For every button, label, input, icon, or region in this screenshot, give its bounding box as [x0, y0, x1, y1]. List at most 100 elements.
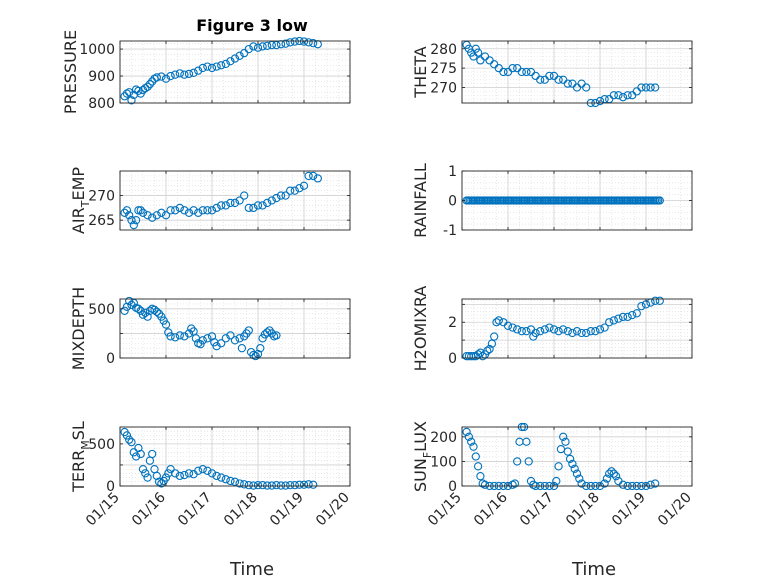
data-point: [299, 181, 309, 190]
data-point: [304, 480, 313, 489]
data-point: [609, 316, 618, 325]
data-point: [141, 84, 150, 93]
data-point: [651, 479, 660, 488]
y-tick-label: 280: [430, 42, 457, 58]
axes-box: [461, 298, 693, 359]
data-point: [127, 438, 136, 447]
data-point: [299, 480, 309, 489]
y-tick-label: 270: [88, 189, 115, 205]
y-axis-label-main: H2OMIXRA: [411, 286, 430, 372]
data-point: [175, 203, 184, 213]
data-point: [180, 470, 189, 480]
data-point: [221, 201, 230, 210]
data-point: [513, 457, 522, 466]
data-point: [235, 51, 244, 60]
data-point: [646, 480, 655, 489]
y-axis-label-tail: SL: [69, 421, 88, 440]
data-point: [290, 37, 299, 46]
data-point: [184, 69, 194, 79]
data-point: [536, 75, 545, 84]
y-axis-label: SUNFLUX: [411, 421, 434, 492]
axes-box: [461, 426, 693, 487]
x-tick-label: 01/15: [425, 490, 465, 530]
data-point: [313, 174, 322, 183]
data-point: [618, 93, 628, 102]
data-point: [194, 466, 203, 475]
y-tick-label: 275: [430, 61, 457, 77]
data-point: [513, 325, 522, 334]
data-point: [184, 469, 194, 478]
data-point: [600, 323, 609, 332]
data-point: [253, 43, 263, 52]
data-point: [198, 206, 207, 215]
x-tick-label: 01/17: [517, 490, 557, 530]
data-point: [522, 67, 531, 77]
data-point: [618, 312, 628, 322]
x-tick-label: 01/19: [609, 490, 649, 530]
x-axis-label-left: Time: [229, 559, 274, 580]
data-point: [161, 320, 171, 329]
data-point: [304, 171, 313, 181]
data-point: [545, 323, 554, 332]
data-point: [522, 327, 531, 336]
y-tick-label: 1000: [79, 42, 115, 58]
data-point: [166, 206, 175, 215]
data-point: [309, 39, 318, 48]
data-point: [609, 469, 618, 478]
data-point: [572, 469, 582, 478]
subplot-h2omixra: 0 2 H2OMIXRA: [411, 286, 693, 372]
data-point: [131, 216, 141, 225]
data-point: [290, 481, 299, 490]
data-point: [134, 206, 143, 215]
data-point: [263, 328, 272, 337]
data-point: [487, 339, 497, 348]
data-point: [221, 475, 230, 484]
data-point: [129, 220, 138, 230]
data-point: [148, 77, 157, 86]
data-point: [549, 325, 559, 334]
data-point: [240, 48, 249, 58]
y-axis-label-main: THETA: [411, 46, 430, 98]
data-point: [148, 449, 157, 459]
data-point: [125, 211, 134, 220]
data-point: [503, 321, 513, 330]
data-point: [651, 83, 660, 92]
data-point: [286, 186, 295, 195]
data-point: [595, 325, 605, 334]
data-point: [244, 481, 253, 490]
data-point: [508, 63, 517, 73]
data-point: [125, 435, 134, 444]
x-tick-label: 01/18: [563, 490, 603, 530]
data-point: [198, 464, 207, 474]
data-point: [171, 469, 180, 478]
y-axis-label-tail: EMP: [69, 167, 88, 201]
y-axis-label-subscript: T: [79, 200, 92, 208]
y-tick-label: 500: [88, 437, 115, 453]
data-point: [469, 352, 478, 361]
y-axis-label: TERRMSL: [69, 421, 92, 493]
data-point: [471, 452, 480, 461]
data-point: [237, 344, 247, 353]
axes-box: [461, 40, 693, 104]
x-tick-label: 01/17: [175, 490, 215, 530]
data-point: [138, 310, 148, 319]
data-point: [136, 206, 145, 215]
data-point: [166, 71, 175, 81]
data-point: [180, 70, 189, 79]
data-point: [230, 198, 240, 208]
y-axis-label: THETA: [411, 46, 430, 98]
data-point: [138, 208, 148, 217]
data-point: [203, 334, 212, 343]
data-point: [258, 201, 267, 210]
data-point: [286, 38, 295, 47]
data-point: [171, 333, 180, 342]
subplot-sun-flux: 0 100 200 01/15 01/16 01/17 01/18 01/19 01/20 SUN…: [411, 421, 695, 529]
data-point: [508, 323, 517, 332]
data-point: [476, 472, 485, 481]
y-tick-label: 200: [430, 430, 457, 446]
data-point: [253, 201, 263, 210]
data-point: [217, 201, 226, 210]
figure-title: Figure 3 low: [196, 16, 308, 35]
